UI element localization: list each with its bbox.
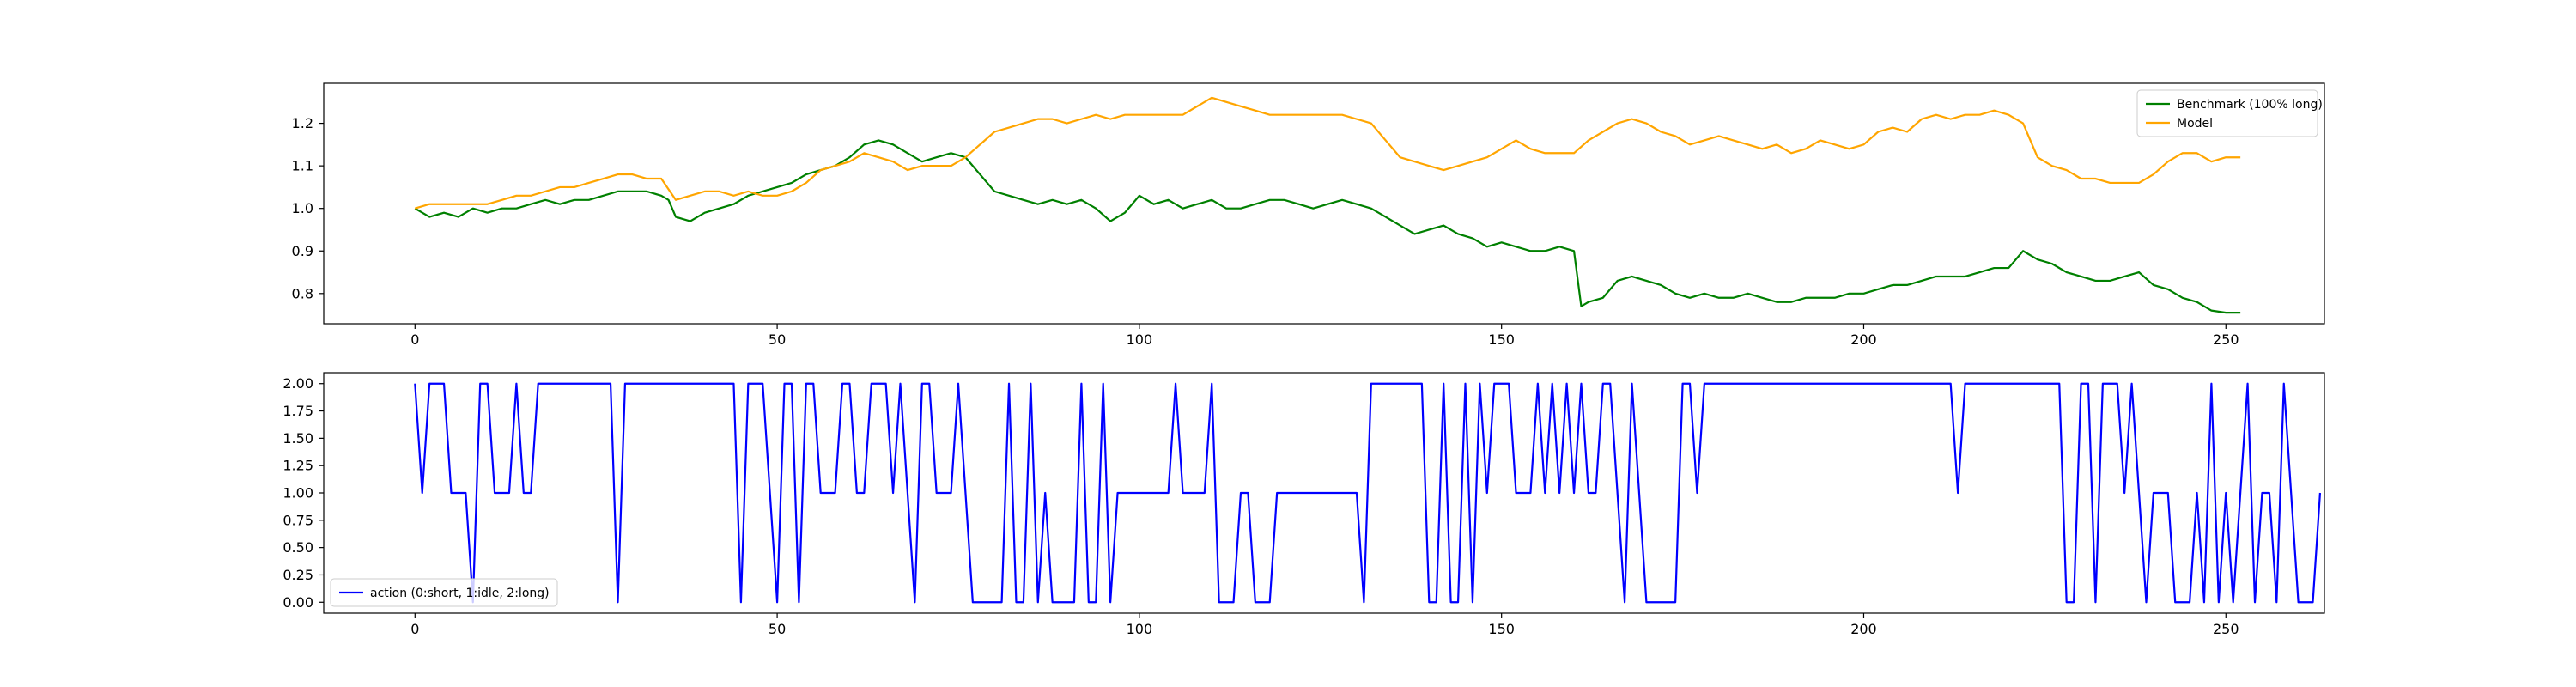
y-tick-label-1-2: 0.50 (283, 539, 313, 556)
x-tick-label-0-5: 250 (2213, 331, 2239, 348)
legend-label-1-0: action (0:short, 1:idle, 2:long) (370, 587, 550, 600)
y-tick-label-1-7: 1.75 (283, 403, 313, 419)
x-tick-label-1-3: 150 (1488, 621, 1515, 637)
x-tick-label-1-5: 250 (2213, 621, 2239, 637)
legend-box-0 (2136, 89, 2318, 137)
x-tick-label-0-0: 0 (410, 331, 419, 348)
legend-label-0-0: Benchmark (100% long) (2177, 98, 2323, 112)
y-tick-label-1-4: 1.00 (283, 485, 313, 502)
series-line-1-0 (414, 382, 2322, 604)
y-tick-label-1-0: 0.00 (283, 594, 313, 611)
x-tick-label-0-3: 150 (1488, 331, 1515, 348)
y-tick-label-1-6: 1.50 (283, 430, 313, 447)
y-tick-label-1-8: 2.00 (283, 375, 313, 392)
legend-0: Benchmark (100% long) Model (2136, 89, 2323, 137)
x-tick-label-1-2: 100 (1127, 621, 1153, 637)
top-chart-panel: 0 50 100 150 200 250 0.8 0.9 1.0 1.1 1.2 Benchmark … (292, 82, 2325, 348)
bottom-chart-panel: 0 50 100 150 200 250 0.00 0.25 0.50 0.75 1.00 1.25 1… (283, 372, 2325, 637)
series-line-0-0 (414, 139, 2241, 314)
x-tick-label-0-1: 50 (769, 331, 786, 348)
y-tick-label-0-0: 0.8 (292, 285, 313, 301)
x-tick-label-1-1: 50 (769, 621, 786, 637)
x-tick-label-0-4: 200 (1850, 331, 1877, 348)
y-tick-label-0-2: 1.0 (292, 200, 313, 216)
y-tick-label-1-5: 1.25 (283, 458, 313, 474)
y-tick-label-1-3: 0.75 (283, 512, 313, 528)
series-line-0-1 (414, 96, 2241, 210)
x-tick-label-1-0: 0 (410, 621, 419, 637)
y-tick-label-1-1: 0.25 (283, 567, 313, 583)
legend-label-0-1: Model (2177, 117, 2213, 131)
x-tick-label-0-2: 100 (1127, 331, 1153, 348)
legend-1: action (0:short, 1:idle, 2:long) (330, 578, 558, 607)
legend-box-1 (330, 578, 558, 607)
y-tick-label-0-1: 0.9 (292, 243, 313, 259)
y-tick-label-0-4: 1.2 (292, 115, 313, 131)
axes-frame-0 (323, 82, 2325, 325)
y-tick-label-0-3: 1.1 (292, 158, 313, 174)
x-tick-label-1-4: 200 (1850, 621, 1877, 637)
